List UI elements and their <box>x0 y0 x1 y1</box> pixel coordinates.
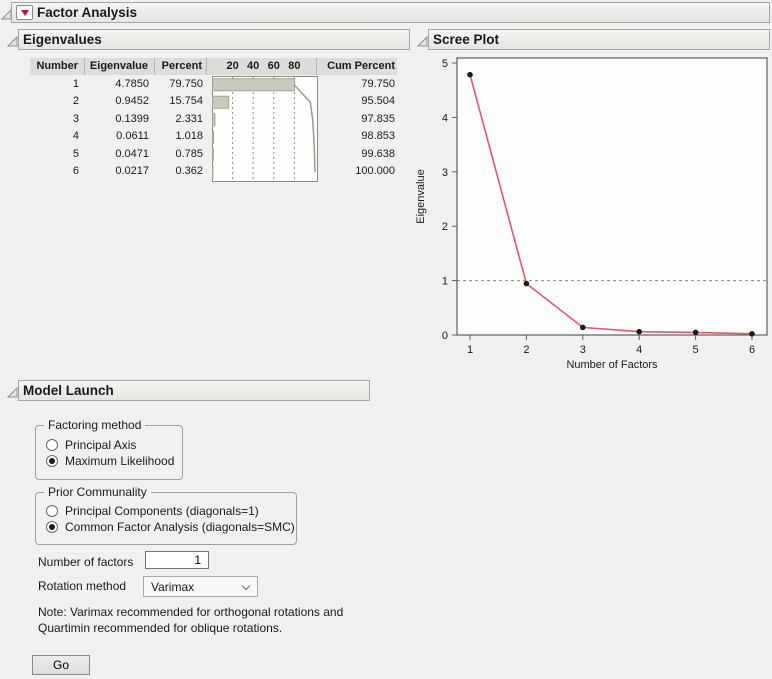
table-row: 6 0.0217 0.362 100.000 <box>72 165 395 178</box>
radio-icon <box>46 504 58 517</box>
bar-axis-tick: 60 <box>267 60 280 72</box>
rotation-method-dropdown[interactable]: Varimax <box>143 576 258 597</box>
radio-label: Principal Components (diagonals=1) <box>65 503 259 518</box>
svg-text:5: 5 <box>442 58 448 70</box>
radio-label: Maximum Likelihood <box>65 453 175 468</box>
factoring-method-group: Factoring method Principal Axis Maximum … <box>35 418 183 480</box>
bar-axis-tick: 40 <box>247 60 260 72</box>
chevron-down-icon <box>241 581 251 591</box>
model-launch-title: Model Launch <box>23 383 114 398</box>
column-header-number: Number <box>30 58 85 75</box>
scree-plot-title: Scree Plot <box>433 32 500 47</box>
radio-maximum-likelihood[interactable]: Maximum Likelihood <box>46 453 182 468</box>
svg-text:6: 6 <box>749 344 755 356</box>
svg-text:0: 0 <box>442 330 448 342</box>
disclosure-triangle-model-launch[interactable] <box>6 385 18 398</box>
note-text: Note: Varimax recommended for orthogonal… <box>38 605 344 635</box>
column-header-eigenvalue: Eigenvalue <box>85 58 155 75</box>
red-triangle-menu-button[interactable] <box>16 5 33 20</box>
table-row: 2 0.9452 15.754 95.504 <box>72 95 395 108</box>
column-header-cum-percent: Cum Percent <box>320 58 397 75</box>
prior-communality-group: Prior Communality Principal Components (… <box>35 485 297 545</box>
scree-plot-header[interactable]: Scree Plot <box>428 29 770 50</box>
eigenvalues-table-header-row: Number Eigenvalue Percent 20 40 60 80 Cum P… <box>30 58 397 75</box>
svg-text:3: 3 <box>580 344 586 356</box>
eigenvalues-header[interactable]: Eigenvalues <box>18 29 410 50</box>
factor-analysis-header[interactable]: Factor Analysis <box>11 2 770 23</box>
svg-text:2: 2 <box>523 344 529 356</box>
red-triangle-icon <box>20 9 29 16</box>
rotation-method-value: Varimax <box>151 579 195 594</box>
radio-common-factor-analysis[interactable]: Common Factor Analysis (diagonals=SMC) <box>46 519 296 534</box>
svg-text:Number of Factors: Number of Factors <box>566 359 658 371</box>
factoring-method-legend: Factoring method <box>44 418 146 432</box>
svg-text:3: 3 <box>442 167 448 179</box>
svg-text:4: 4 <box>442 112 448 124</box>
radio-label: Common Factor Analysis (diagonals=SMC) <box>65 519 295 534</box>
radio-icon <box>46 438 58 451</box>
table-row: 4 0.0611 1.018 98.853 <box>72 130 395 143</box>
svg-text:4: 4 <box>636 344 642 356</box>
bar-axis-tick: 80 <box>288 60 301 72</box>
svg-text:2: 2 <box>442 221 448 233</box>
svg-text:5: 5 <box>693 344 699 356</box>
prior-communality-legend: Prior Communality <box>44 485 151 499</box>
rotation-method-label: Rotation method <box>38 579 127 593</box>
factor-analysis-title: Factor Analysis <box>37 5 138 20</box>
svg-text:1: 1 <box>442 276 448 288</box>
table-row: 1 4.7850 79.750 79.750 <box>72 77 395 90</box>
radio-icon <box>46 520 58 533</box>
radio-icon <box>46 454 58 467</box>
radio-principal-components[interactable]: Principal Components (diagonals=1) <box>46 503 296 518</box>
svg-text:1: 1 <box>467 344 473 356</box>
bar-axis-tick-labels: 20 40 60 80 <box>212 58 317 75</box>
radio-label: Principal Axis <box>65 437 137 452</box>
bar-axis-tick: 20 <box>226 60 239 72</box>
disclosure-triangle-scree-plot[interactable] <box>416 34 428 47</box>
model-launch-header[interactable]: Model Launch <box>18 380 370 401</box>
column-header-percent: Percent <box>155 58 207 75</box>
table-row: 5 0.0471 0.785 99.638 <box>72 147 395 160</box>
table-row: 3 0.1399 2.331 97.835 <box>72 112 395 125</box>
svg-text:Eigenvalue: Eigenvalue <box>415 169 427 223</box>
radio-principal-axis[interactable]: Principal Axis <box>46 437 182 452</box>
disclosure-triangle-eigenvalues[interactable] <box>6 34 18 47</box>
go-button[interactable]: Go <box>32 655 90 675</box>
scree-plot-svg: 0 1 2 3 4 5 1 2 3 4 5 6 Eigenvalue Number of Factors <box>415 57 768 371</box>
eigenvalues-table: Number Eigenvalue Percent 20 40 60 80 Cum P… <box>30 58 397 182</box>
percent-bar-chart <box>212 75 318 182</box>
number-of-factors-input[interactable] <box>145 551 209 569</box>
number-of-factors-label: Number of factors <box>38 555 134 569</box>
eigenvalues-title: Eigenvalues <box>23 32 102 47</box>
